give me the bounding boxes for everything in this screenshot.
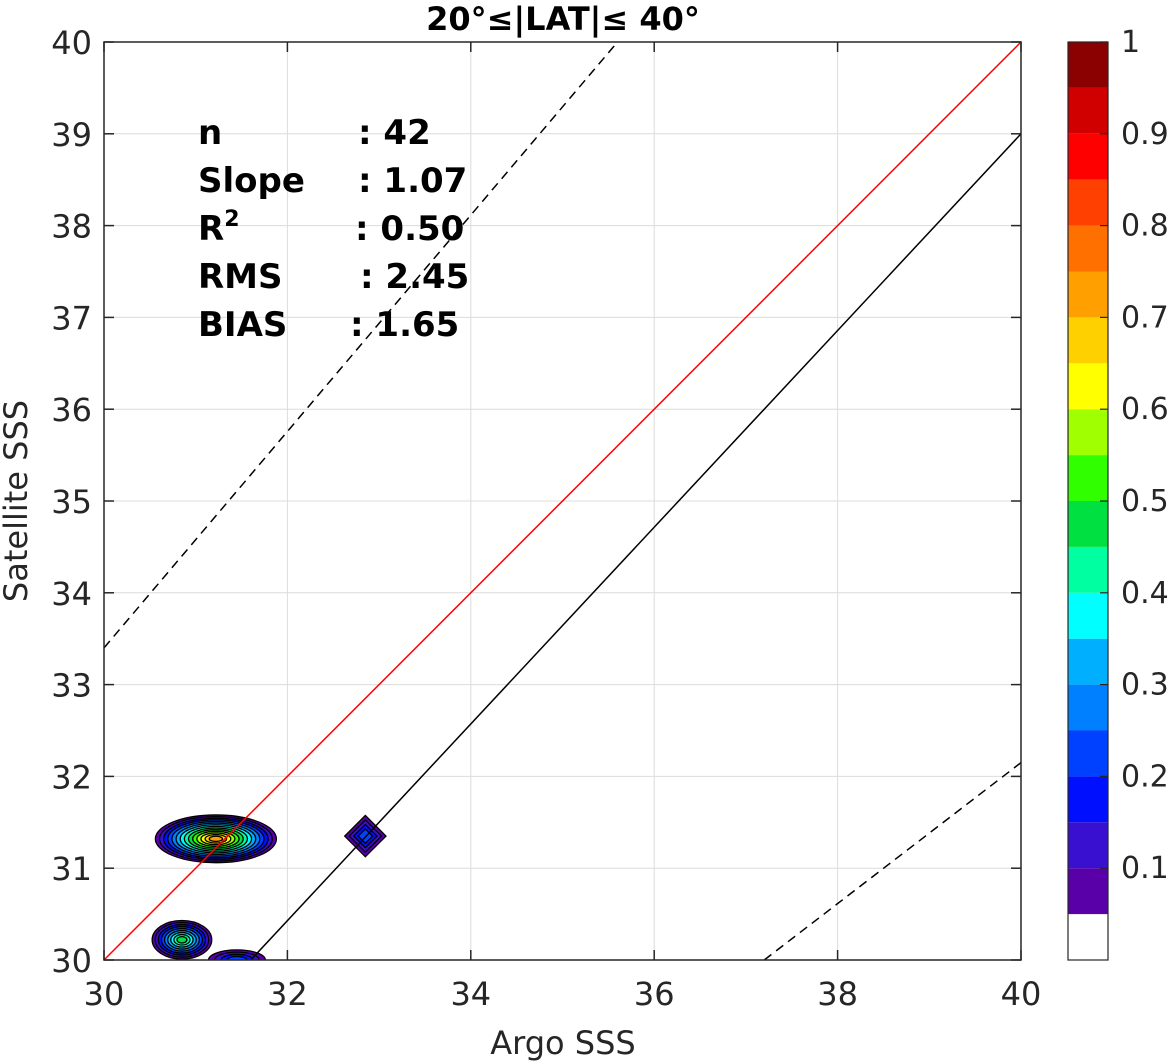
colorbar-label: 0.7 — [1121, 300, 1169, 335]
colorbar-swatch — [1068, 133, 1108, 180]
colorbar-swatch — [1068, 776, 1108, 823]
colorbar-swatch — [1068, 179, 1108, 226]
y-tick-label: 30 — [51, 942, 92, 980]
stat-label: RMS — [198, 257, 283, 297]
y-tick-label: 34 — [51, 575, 92, 613]
colorbar-swatch — [1068, 455, 1108, 501]
colorbar-label: 1 — [1121, 25, 1140, 60]
colorbar-label: 0.1 — [1121, 851, 1169, 886]
colorbar-swatch — [1068, 730, 1108, 777]
colorbar-swatch — [1068, 42, 1108, 88]
colorbar-swatch — [1068, 271, 1108, 318]
colorbar-swatch — [1068, 546, 1108, 593]
stat-label: BIAS — [198, 305, 287, 345]
grid — [104, 42, 1021, 960]
contour-level — [226, 955, 248, 960]
stat-label: n — [198, 113, 222, 153]
colorbar-swatch — [1068, 638, 1108, 685]
x-tick-label: 40 — [1001, 975, 1042, 1013]
contour-level — [176, 935, 188, 944]
y-axis-title: Satellite SSS — [0, 400, 35, 602]
colorbar-swatch — [1068, 225, 1108, 272]
y-tick-label: 35 — [51, 483, 92, 521]
y-tick-label: 39 — [51, 116, 92, 154]
colorbar-swatch — [1068, 501, 1108, 547]
stat-value: : 42 — [358, 113, 431, 153]
x-tick-label: 34 — [450, 975, 491, 1013]
x-axis-title: Argo SSS — [490, 1024, 635, 1062]
y-tick-label: 38 — [51, 208, 92, 246]
colorbar: 0.1 0.2 0.3 0.4 0.5 0.6 0.7 0.8 0.9 1 — [1067, 25, 1169, 961]
colorbar-swatch — [1068, 409, 1108, 456]
colorbar-swatch — [1068, 914, 1108, 960]
stat-value: : 1.07 — [358, 161, 467, 201]
colorbar-swatch — [1068, 363, 1108, 410]
colorbar-swatch — [1068, 868, 1108, 915]
lower-bound-line — [763, 762, 1022, 961]
colorbar-label: 0.4 — [1121, 576, 1169, 611]
stat-label: R2 — [198, 207, 240, 249]
density-blob — [151, 919, 213, 960]
upper-bound-line — [103, 41, 619, 649]
colorbar-swatch — [1068, 87, 1108, 134]
axis-ticks: 30 32 34 36 38 40 30 31 32 33 34 35 36 37 38 39 40 — [51, 24, 1041, 1013]
one-to-one-line — [103, 41, 1022, 961]
colorbar-label: 0.3 — [1121, 668, 1169, 703]
contour-level — [208, 835, 224, 843]
stat-value: : 0.50 — [355, 209, 464, 249]
x-tick-label: 38 — [817, 975, 858, 1013]
y-tick-label: 32 — [51, 758, 92, 796]
stat-value: : 2.45 — [360, 257, 469, 297]
y-tick-label: 33 — [51, 667, 92, 705]
colorbar-label: 0.2 — [1121, 759, 1169, 794]
reference-lines — [103, 41, 1022, 961]
stats-box: n : 42 Slope : 1.07 R2 : 0.50 RMS : 2.45 BIAS : 1… — [198, 113, 469, 345]
chart-title: 20°≤|LAT|≤ 40° — [426, 0, 700, 39]
stat-value: : 1.65 — [350, 305, 459, 345]
stat-label: Slope — [198, 161, 305, 201]
density-blob — [154, 814, 278, 864]
colorbar-label: 0.5 — [1121, 484, 1169, 519]
colorbar-swatch — [1068, 317, 1108, 364]
colorbar-label: 0.9 — [1121, 117, 1169, 152]
fit-line — [250, 133, 1022, 961]
colorbar-swatch — [1068, 684, 1108, 731]
x-tick-label: 36 — [634, 975, 675, 1013]
x-tick-label: 30 — [84, 975, 125, 1013]
colorbar-swatch — [1068, 822, 1108, 869]
x-tick-label: 32 — [267, 975, 308, 1013]
colorbar-label: 0.8 — [1121, 209, 1169, 244]
colorbar-label: 0.6 — [1121, 392, 1169, 427]
y-tick-label: 40 — [51, 24, 92, 62]
y-tick-label: 36 — [51, 391, 92, 429]
density-contours — [151, 814, 387, 960]
y-tick-label: 37 — [51, 299, 92, 337]
colorbar-swatch — [1068, 592, 1108, 639]
y-tick-label: 31 — [51, 850, 92, 888]
